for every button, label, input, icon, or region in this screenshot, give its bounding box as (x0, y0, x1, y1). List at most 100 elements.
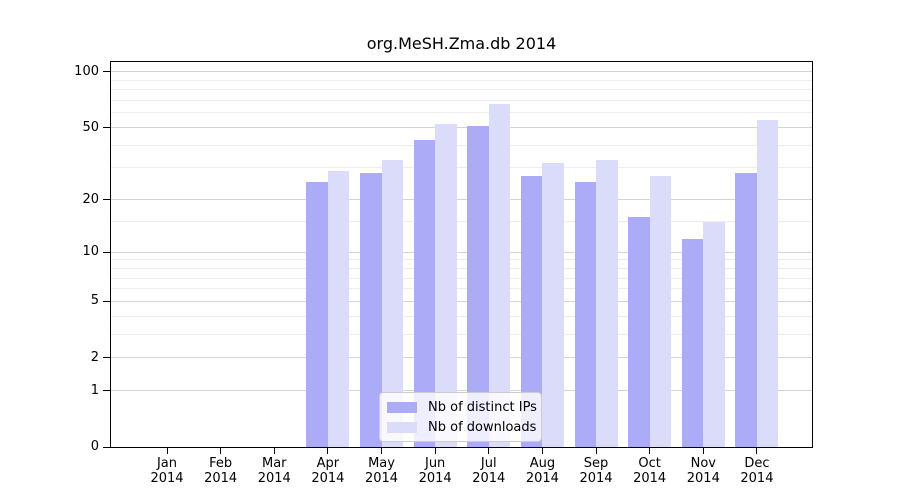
bar-ips-nov (681, 238, 704, 447)
bar-downloads-dec (756, 119, 779, 447)
x-tick-label-year: 2014 (150, 471, 184, 486)
x-tick-label: Feb 2014 (193, 456, 249, 486)
x-tick-label-month: Apr (316, 456, 340, 471)
y-tick (103, 71, 110, 73)
y-tick-label: 0 (90, 439, 99, 454)
x-tick (434, 447, 436, 454)
x-tick-label: Aug 2014 (514, 456, 570, 486)
y-tick-label: 100 (74, 63, 99, 79)
gridline-minor (111, 89, 812, 91)
x-tick-label-year: 2014 (311, 471, 345, 486)
x-tick-label: Mar 2014 (246, 456, 302, 486)
x-tick-label: Oct 2014 (622, 456, 678, 486)
y-tick (103, 357, 110, 359)
bar-ips-aug (520, 176, 543, 447)
y-tick-label: 5 (90, 293, 99, 309)
x-tick-label: Jul 2014 (461, 456, 517, 486)
gridline-minor (111, 144, 812, 146)
bar-downloads-apr (327, 170, 350, 447)
y-tick-label: 2 (90, 349, 99, 365)
chart-title: org.MeSH.Zma.db 2014 (366, 34, 557, 53)
bar-downloads-aug (542, 162, 564, 447)
x-tick-label-year: 2014 (686, 471, 720, 486)
y-tick (103, 446, 110, 448)
x-tick-label: Jun 2014 (407, 456, 463, 486)
legend-swatch-downloads (387, 421, 417, 433)
y-tick-label: 10 (82, 244, 99, 260)
x-tick-label-month: Feb (209, 456, 233, 471)
bar-downloads-may (381, 160, 404, 447)
y-tick (103, 390, 110, 392)
bar-ips-apr (306, 182, 328, 447)
y-tick (103, 300, 110, 302)
legend-label-downloads: Nb of downloads (428, 419, 537, 435)
x-tick-label-month: Jul (480, 456, 497, 471)
x-tick (541, 447, 543, 454)
x-tick-label-month: Oct (638, 456, 661, 471)
gridline-minor (111, 277, 812, 279)
x-tick-label: Nov 2014 (675, 456, 731, 486)
x-tick-label: May 2014 (354, 456, 410, 486)
x-tick-label-month: Jan (156, 456, 178, 471)
gridline-minor (111, 100, 812, 102)
gridline-major (111, 199, 812, 201)
x-tick-label-month: Nov (690, 456, 716, 471)
bar-ips-jul (467, 125, 489, 447)
bar-ips-jun (413, 139, 436, 447)
plot-area: Nb of distinct IPs Nb of downloads (110, 61, 813, 448)
gridline-minor (111, 112, 812, 114)
bar-downloads-nov (703, 221, 725, 447)
bar-downloads-jul (488, 104, 511, 447)
x-tick-label-month: Mar (261, 456, 287, 471)
legend-label-distinct-ips: Nb of distinct IPs (428, 399, 537, 415)
y-tick (103, 127, 110, 128)
gridline-minor (111, 259, 812, 261)
bar-ips-dec (735, 173, 757, 447)
legend-item-distinct-ips: Nb of distinct IPs (387, 399, 537, 415)
x-tick-label-year: 2014 (364, 471, 399, 486)
bar-ips-oct (628, 216, 650, 447)
y-tick-label: 50 (82, 119, 99, 135)
x-tick-label-year: 2014 (740, 471, 774, 486)
gridline-major (111, 357, 812, 359)
x-tick-label-year: 2014 (204, 471, 238, 486)
x-tick (756, 447, 758, 454)
x-tick (273, 447, 275, 454)
x-tick-label: Apr 2014 (300, 456, 356, 486)
x-tick-label: Sep 2014 (568, 456, 624, 486)
x-tick-label: Dec 2014 (729, 456, 785, 486)
y-tick (103, 199, 110, 201)
x-tick (488, 447, 490, 454)
x-tick-label-month: Jun (424, 456, 446, 471)
x-tick (649, 447, 651, 454)
x-tick-label-year: 2014 (525, 471, 559, 486)
x-tick (595, 447, 597, 454)
x-tick (327, 447, 329, 454)
x-tick-label-month: Sep (583, 456, 609, 471)
gridline-major (111, 127, 812, 128)
bar-ips-sep (574, 182, 597, 447)
gridline-minor (111, 167, 812, 169)
gridline-major (111, 71, 812, 73)
x-tick-label-month: Aug (529, 456, 556, 471)
x-tick-label-year: 2014 (257, 471, 291, 486)
x-tick (220, 447, 222, 454)
x-tick-label: Jan 2014 (139, 456, 195, 486)
gridline-minor (111, 315, 812, 317)
gridline-minor (111, 267, 812, 269)
x-tick-label-year: 2014 (472, 471, 506, 486)
x-tick-label-year: 2014 (579, 471, 613, 486)
bar-downloads-sep (596, 160, 618, 447)
y-tick-label: 1 (90, 382, 99, 398)
gridline-minor (111, 288, 812, 290)
gridline-minor (111, 79, 812, 81)
gridline-major (111, 251, 812, 253)
bar-downloads-jun (435, 124, 457, 447)
gridline-minor (111, 333, 812, 335)
x-tick-label-year: 2014 (418, 471, 452, 486)
x-tick (166, 447, 168, 454)
gridline-major (111, 300, 812, 302)
bar-downloads-oct (649, 176, 672, 447)
legend-item-downloads: Nb of downloads (387, 419, 537, 435)
